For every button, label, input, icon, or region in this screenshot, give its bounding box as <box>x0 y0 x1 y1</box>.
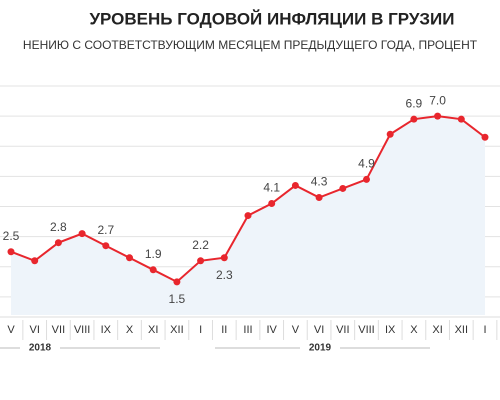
point <box>54 239 62 247</box>
point <box>315 194 323 201</box>
point <box>126 254 133 262</box>
point <box>363 175 370 183</box>
year-label-bg <box>300 340 340 356</box>
x-tick-label: V <box>7 324 15 336</box>
value-label: 2.8 <box>50 220 67 234</box>
point <box>410 115 418 123</box>
x-tick-label: IV <box>266 324 277 336</box>
value-label: 4.1 <box>263 181 280 195</box>
point <box>7 248 15 256</box>
point <box>149 266 157 274</box>
x-tick-label: VII <box>336 324 349 336</box>
point <box>339 184 347 192</box>
chart-subtitle: НЕНИЮ С СООТВЕТСТВУЮЩИМ МЕСЯЦЕМ ПРЕДЫДУЩ… <box>23 38 478 52</box>
x-tick-label: XI <box>148 324 158 336</box>
point <box>268 200 276 208</box>
x-tick-label: III <box>243 324 252 336</box>
year-label-bg <box>20 340 60 356</box>
x-tick-label: IX <box>385 324 396 336</box>
x-tick-label: X <box>410 324 418 336</box>
value-label: 6.9 <box>406 96 423 110</box>
value-label: 2.2 <box>192 238 209 252</box>
point <box>291 181 299 189</box>
value-label: 2.3 <box>216 268 233 282</box>
chart-title: УРОВЕНЬ ГОДОВОЙ ИНФЛЯЦИИ В ГРУЗИИ <box>89 9 454 28</box>
x-tick-label: VIII <box>358 324 375 336</box>
value-label: 2.7 <box>97 223 114 237</box>
x-tick-label: I <box>199 324 202 336</box>
value-label: 2.5 <box>3 229 20 243</box>
year-label: 2018 <box>29 343 52 354</box>
x-tick-label: VI <box>314 324 324 336</box>
x-tick-label: XII <box>170 324 183 336</box>
x-tick-label: VIII <box>74 324 91 336</box>
x-tick-label: VI <box>29 324 39 336</box>
x-tick-label: VII <box>52 324 65 336</box>
point <box>457 115 465 123</box>
point <box>102 242 110 250</box>
point <box>481 133 489 141</box>
value-label: 4.3 <box>311 175 328 189</box>
x-tick-label: IX <box>101 324 112 336</box>
point <box>244 212 252 220</box>
point <box>434 112 442 120</box>
x-tick-label: XII <box>455 324 468 336</box>
point <box>197 257 205 265</box>
point <box>173 278 181 286</box>
point <box>78 230 86 238</box>
point <box>31 257 39 265</box>
x-tick-label: I <box>483 324 486 336</box>
value-label: 7.0 <box>429 93 446 107</box>
x-tick-label: II <box>221 324 227 336</box>
x-tick-label: V <box>292 324 300 336</box>
value-label: 1.5 <box>169 292 186 306</box>
point <box>220 254 228 262</box>
x-tick-label: X <box>126 324 134 336</box>
year-label: 2019 <box>309 343 332 354</box>
point <box>386 130 394 138</box>
x-tick-label: XI <box>432 324 442 336</box>
value-label: 1.9 <box>145 247 162 261</box>
value-label: 4.9 <box>358 157 375 171</box>
